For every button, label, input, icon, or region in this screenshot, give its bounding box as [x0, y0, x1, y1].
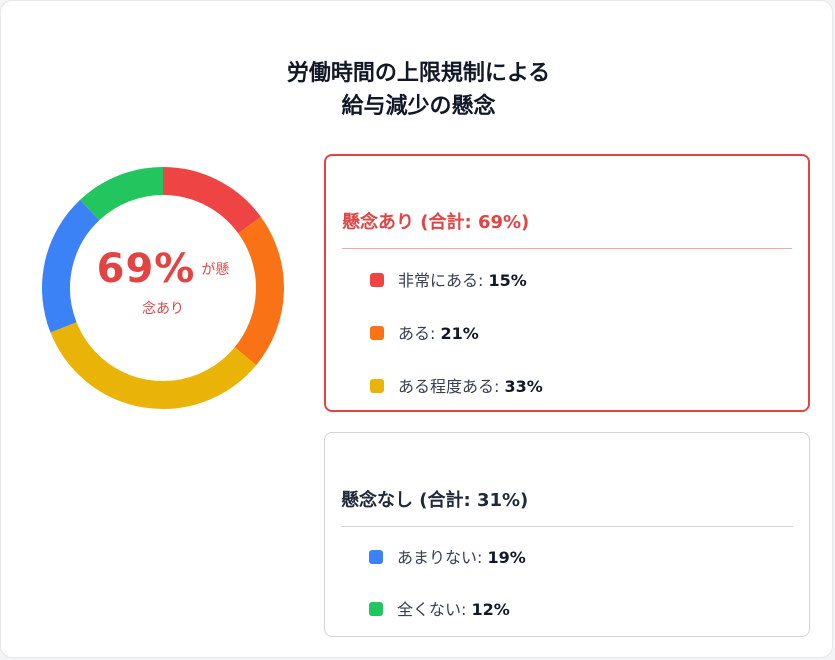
- legend-item: 全くない: 12%: [369, 596, 510, 619]
- donut-slice-2: [234, 216, 284, 366]
- legend-value: 12%: [471, 600, 510, 619]
- center-percent: 69%: [96, 246, 196, 292]
- legend-value: 15%: [488, 271, 527, 290]
- title-line-1: 労働時間の上限規制による: [286, 61, 551, 86]
- title-line-2: 給与減少の懸念: [341, 94, 496, 119]
- legend-swatch: [370, 378, 384, 393]
- donut-slice-3: [50, 321, 257, 409]
- chart-title: 労働時間の上限規制による 給与減少の懸念: [1, 57, 835, 123]
- legend-value: 19%: [487, 548, 526, 567]
- legend-label: あまりない:: [397, 548, 488, 567]
- legend-item: ある程度ある: 33%: [370, 373, 543, 396]
- concern-no-box: 懸念なし (合計: 31%) あまりない: 19% 全くない: 12%: [324, 432, 810, 637]
- legend-label: 非常にある:: [398, 271, 489, 290]
- legend-swatch: [369, 549, 383, 564]
- legend-swatch: [370, 325, 384, 340]
- legend-value: 33%: [504, 377, 543, 396]
- legend-label: ある:: [398, 324, 441, 343]
- center-label-part-1: が懸: [201, 262, 230, 278]
- donut-center-label: 69% が懸 念あり: [41, 246, 285, 318]
- legend-item: あまりない: 19%: [369, 544, 526, 567]
- concern-no-heading: 懸念なし (合計: 31%): [341, 486, 793, 527]
- legend-label: ある程度ある:: [398, 377, 505, 396]
- legend-label: 全くない:: [397, 600, 472, 619]
- legend-item: ある: 21%: [370, 320, 479, 343]
- legend-swatch: [370, 272, 384, 287]
- concern-yes-heading: 懸念あり (合計: 69%): [342, 208, 792, 249]
- donut-svg: [42, 167, 284, 409]
- donut-slice-1: [162, 167, 261, 234]
- donut-slice-4: [42, 199, 100, 333]
- legend-swatch: [369, 601, 383, 616]
- legend-item: 非常にある: 15%: [370, 267, 527, 290]
- legend-value: 21%: [440, 324, 479, 343]
- center-label-part-2: 念あり: [142, 301, 184, 317]
- donut-slice-5: [80, 167, 164, 221]
- donut-chart: 69% が懸 念あり: [41, 166, 285, 410]
- concern-yes-box: 懸念あり (合計: 69%) 非常にある: 15% ある: 21% ある程度ある…: [324, 154, 810, 412]
